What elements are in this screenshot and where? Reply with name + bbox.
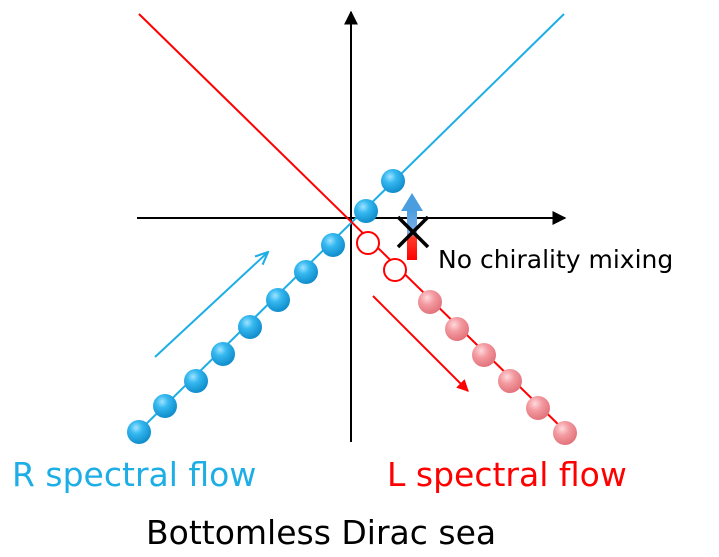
l-state [526,396,550,420]
r-state [127,420,151,444]
r-filled-states [127,169,405,444]
l-spectral-flow-arrow [372,295,469,392]
r-branch-line [137,13,565,433]
l-hole [383,258,407,282]
l-state [445,317,469,341]
l-state [418,290,442,314]
r-state [266,288,290,312]
r-spectral-flow-label: R spectral flow [12,455,257,494]
r-state [294,260,318,284]
r-state [321,233,345,257]
r-state [184,369,208,393]
cross-icon [396,215,430,249]
r-state [238,315,262,339]
l-empty-states [356,231,407,282]
bottomless-dirac-sea-label: Bottomless Dirac sea [146,513,497,552]
l-spectral-flow-label: L spectral flow [387,455,627,494]
r-state [381,169,405,193]
l-hole [356,231,380,255]
l-state [498,369,522,393]
no-chirality-mixing-label: No chirality mixing [438,245,674,274]
no-mixing-transition [396,193,430,260]
r-state [153,394,177,418]
l-branch-line [138,13,567,433]
l-state [472,343,496,367]
transition-arrow-head [401,193,423,211]
r-state [211,342,235,366]
l-state [553,421,577,445]
r-state [354,199,378,223]
l-filled-states [418,290,577,445]
r-spectral-flow-arrow [154,253,267,358]
